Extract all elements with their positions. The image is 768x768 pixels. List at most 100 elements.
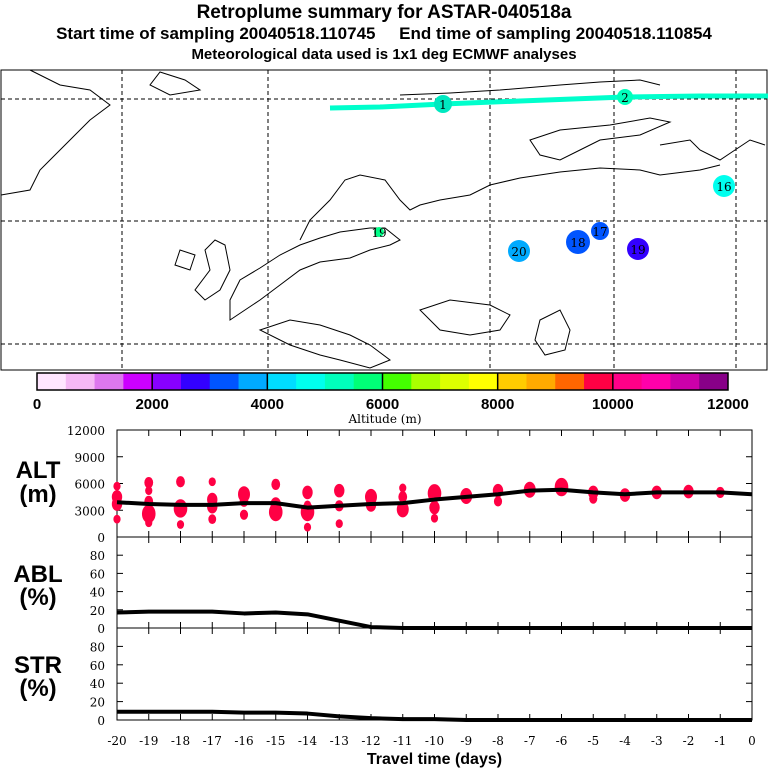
altitude-point	[589, 493, 598, 504]
colorbar-bin	[37, 373, 67, 390]
altitude-point	[554, 477, 569, 497]
y-tick-label: 12000	[67, 424, 105, 438]
colorbar-bin	[353, 373, 383, 390]
altitude-point	[396, 501, 409, 518]
altitude-point	[429, 500, 440, 515]
altitude-point	[208, 514, 217, 525]
colorbar-bin	[382, 373, 412, 390]
plume-marker-2	[617, 89, 633, 105]
colorbar-tick-label: 8000	[481, 396, 514, 413]
mean-alt-line	[116, 487, 753, 510]
x-tick-label: 0	[748, 734, 756, 748]
plume-marker-20	[508, 240, 530, 262]
altitude-point	[145, 518, 153, 528]
colorbar-bin	[267, 373, 297, 390]
altitude-point	[145, 486, 153, 496]
altitude-point	[268, 502, 283, 522]
colorbar-tick-label: 10000	[592, 396, 634, 413]
y-tick-label: 9000	[74, 451, 105, 465]
x-tick-label: -3	[651, 734, 663, 748]
altitude-point	[271, 478, 281, 490]
colorbar-bin	[584, 373, 614, 390]
sampling-times: Start time of sampling 20040518.110745 E…	[56, 24, 712, 43]
altitude-point	[303, 522, 312, 532]
plume-marker-label: 19	[630, 243, 645, 257]
colorbar-bin	[641, 373, 671, 390]
x-tick-label: -11	[393, 734, 412, 748]
colorbar-label: Altitude (m)	[347, 412, 421, 426]
colorbar-bin	[324, 373, 355, 390]
panel-frame	[116, 536, 753, 629]
colorbar-bin	[440, 373, 470, 390]
altitude-point	[208, 477, 216, 487]
altitude-point	[113, 481, 121, 491]
panel-unit: (%)	[19, 584, 56, 611]
colorbar-tick-label: 12000	[707, 396, 749, 413]
x-tick-label: -18	[171, 734, 190, 748]
y-tick-label: 0	[97, 531, 105, 545]
plume-marker-1	[434, 95, 452, 113]
colorbar-bin	[209, 373, 240, 390]
colorbar-bin	[123, 373, 153, 390]
x-tick-label: -6	[556, 734, 568, 748]
met-data-info: Meteorological data used is 1x1 deg ECMW…	[191, 46, 577, 63]
map-gridlines	[1, 70, 767, 370]
colorbar-tick-label: 6000	[366, 396, 399, 413]
altitude-point	[176, 476, 185, 488]
altitude-point	[239, 509, 249, 520]
panel-unit: (m)	[19, 481, 56, 508]
altitude-point	[430, 513, 439, 523]
colorbar-bin	[296, 373, 326, 390]
map: 1 2 16 17 18 19 20 19	[0, 69, 768, 371]
plume-markers: 1 2 16 17 18 19 20 19	[371, 89, 735, 262]
x-tick-label: -9	[460, 734, 472, 748]
y-tick-label: 40	[90, 677, 105, 691]
plume-marker-label: 20	[511, 245, 526, 259]
y-tick-label: 0	[97, 622, 105, 636]
colorbar-bin	[238, 373, 268, 390]
colorbar-bin	[497, 373, 527, 390]
colorbar-bin	[526, 373, 556, 390]
x-tick-label: -20	[107, 734, 126, 748]
plume-marker-19	[374, 227, 384, 237]
mean-str-line	[117, 709, 752, 722]
coastlines	[0, 69, 766, 369]
colorbar-bin	[699, 373, 729, 390]
altitude-point	[176, 520, 185, 529]
panel-unit: (%)	[19, 675, 56, 702]
map-frame	[0, 69, 768, 371]
altitude-point	[141, 504, 156, 524]
altitude-point	[173, 499, 188, 518]
x-tick-label: -16	[234, 734, 253, 748]
colorbar-bin	[94, 373, 124, 390]
altitude-point	[302, 485, 313, 500]
y-tick-label: 20	[90, 604, 105, 618]
altitude-point	[335, 519, 343, 529]
panel-alt: 0 3000 6000 9000 12000 ALT(m)	[16, 424, 753, 545]
colorbar-tick-label: 2000	[135, 396, 168, 413]
panel-label: ABL	[13, 561, 62, 588]
plume-marker-16	[713, 175, 735, 197]
x-axis-label: Travel time (days)	[367, 751, 502, 768]
y-tick-label: 20	[90, 696, 105, 710]
x-tick-label: -7	[524, 734, 536, 748]
colorbar-bin	[180, 373, 211, 390]
y-tick-label: 40	[90, 586, 105, 600]
panel-frame	[116, 627, 753, 721]
plume-marker-label: 18	[570, 236, 585, 250]
x-tick-label: -5	[587, 734, 599, 748]
altitude-point	[399, 483, 407, 493]
time-series-panels: 030006000900012000ALT(m)020406080ABL(%)0…	[13, 424, 755, 768]
panel-label: STR	[14, 652, 62, 679]
y-tick-label: 0	[97, 714, 105, 728]
plume-marker-label: 19	[371, 226, 386, 240]
panel-label: ALT	[16, 457, 61, 484]
y-tick-label: 3000	[74, 504, 105, 518]
panel-abl: 0 20 40 60 80 ABL(%)	[13, 536, 753, 636]
colorbar-bin	[411, 373, 441, 390]
figure-title: Retroplume summary for ASTAR-040518a	[196, 2, 572, 23]
altitude-colorbar: 0 2000 4000 6000 8000 10000 12000	[33, 372, 749, 413]
colorbar-bin	[65, 373, 96, 390]
x-tick-label: -14	[298, 734, 318, 748]
